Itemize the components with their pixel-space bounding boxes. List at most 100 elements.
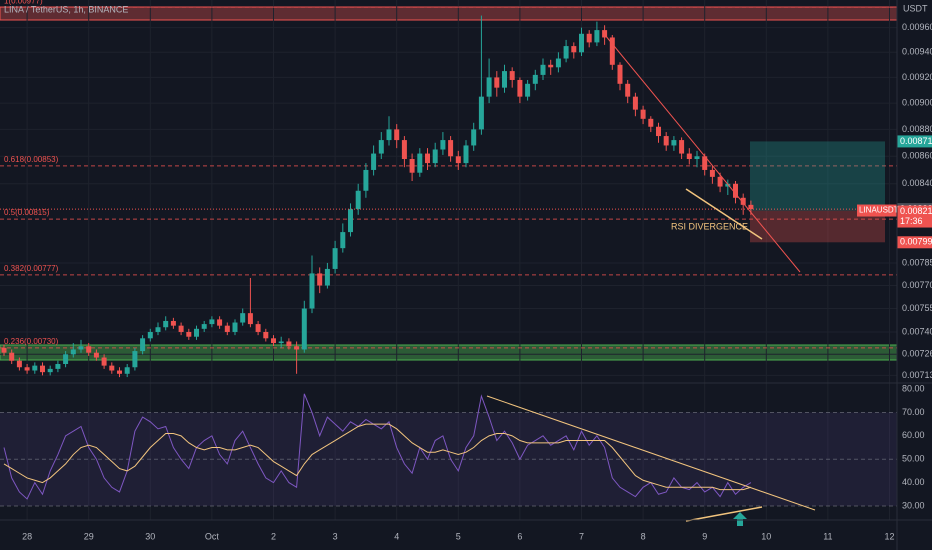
candle-body <box>201 324 207 329</box>
rsi-line <box>3 393 752 500</box>
entry-badge <box>897 205 932 228</box>
x-tick-label: Oct <box>205 531 220 541</box>
candle-body <box>602 30 608 38</box>
y-tick-label: 0.00726 <box>902 349 932 359</box>
candle-body <box>709 169 715 177</box>
candle-body <box>170 320 176 326</box>
candle-body <box>78 346 84 350</box>
x-tick-label: 9 <box>702 531 707 541</box>
countdown: 17:36 <box>900 216 923 226</box>
candle-body <box>509 71 515 80</box>
candle-body <box>209 319 215 325</box>
candle-body <box>301 308 307 350</box>
y-tick-label: 0.00900 <box>902 98 932 108</box>
rsi-tick-label: 30.00 <box>902 500 925 510</box>
arrow-icon <box>733 512 747 526</box>
candle-body <box>448 140 454 157</box>
candle-body <box>617 64 623 84</box>
candle-body <box>378 140 384 154</box>
y-tick-label: 0.00785 <box>902 257 932 267</box>
resistance-zone <box>0 6 898 21</box>
candle-body <box>694 156 700 160</box>
candle-body <box>140 338 146 352</box>
candle-body <box>486 77 492 97</box>
rsi-tick-label: 40.00 <box>902 477 925 487</box>
x-tick-label: 8 <box>641 531 646 541</box>
candle-body <box>186 331 192 337</box>
rsi-tick-label: 50.00 <box>902 454 925 464</box>
x-tick-label: 5 <box>456 531 461 541</box>
candle-body <box>40 365 45 373</box>
x-tick-label: 11 <box>823 531 832 541</box>
candle-body <box>502 71 507 88</box>
candle-body <box>109 365 115 371</box>
candle-body <box>324 268 330 286</box>
candle-body <box>594 30 600 43</box>
rsi-tick-label: 60.00 <box>902 430 925 440</box>
y-tick-label: 0.00920 <box>902 72 932 82</box>
candle-body <box>63 354 69 365</box>
candle-body <box>309 273 315 309</box>
x-tick-label: 29 <box>84 531 94 541</box>
candle-body <box>748 204 754 210</box>
candle-body <box>363 169 369 191</box>
divergence-line <box>685 188 763 240</box>
candle-body <box>224 325 230 332</box>
x-tick-label: 10 <box>761 531 771 541</box>
y-tick-label: 0.00860 <box>902 151 932 161</box>
candle-body <box>124 367 130 374</box>
candle-body <box>525 83 531 97</box>
rsi-divergence-line <box>685 506 763 522</box>
candle-body <box>740 197 746 205</box>
y-tick-label: 0.00840 <box>902 178 932 188</box>
candle-body <box>294 346 300 350</box>
x-tick-label: 28 <box>22 531 32 541</box>
chart-title: LINA / TetherUS, 1h, BINANCE <box>4 4 128 14</box>
candle-body <box>9 352 15 361</box>
stop-label: 0.00799 <box>900 237 932 247</box>
candle-body <box>733 183 738 198</box>
candle-body <box>640 109 646 119</box>
candle-body <box>271 338 276 344</box>
candle-body <box>47 368 53 373</box>
candle-body <box>86 346 92 353</box>
candle-body <box>371 153 377 170</box>
candle-body <box>686 153 692 160</box>
candle-body <box>132 351 138 368</box>
x-tick-label: 6 <box>517 531 522 541</box>
candle-body <box>425 153 430 164</box>
x-tick-label: 4 <box>394 531 399 541</box>
x-tick-label: 12 <box>884 531 894 541</box>
candle-body <box>278 341 284 344</box>
fib-label: 0.236(0.00730) <box>4 337 59 346</box>
symbol-badge <box>857 204 897 217</box>
candle-body <box>517 79 523 97</box>
candle-body <box>394 129 400 141</box>
fib-label: 0.5(0.00815) <box>4 208 50 217</box>
candle-body <box>16 360 22 368</box>
currency: USDT <box>903 3 928 13</box>
target-zone <box>750 141 885 211</box>
candle-body <box>463 145 469 164</box>
candle-body <box>255 324 261 332</box>
x-tick-label: 2 <box>271 531 276 541</box>
symbol-label: LINAUSDT <box>859 206 899 215</box>
candle-body <box>70 349 76 355</box>
candle-body <box>625 83 631 97</box>
candle-body <box>432 149 438 164</box>
candle-body <box>417 153 423 173</box>
candle-body <box>386 129 392 141</box>
entry-label: 0.00821 <box>900 206 932 216</box>
candle-body <box>471 129 477 146</box>
candle-body <box>679 140 685 154</box>
candle-body <box>717 176 723 187</box>
candle-body <box>409 159 415 173</box>
candle-body <box>579 33 584 53</box>
candle-body <box>247 313 253 325</box>
candle-body <box>286 341 292 347</box>
rsi-ma-line <box>3 423 752 491</box>
fib-label: 0.618(0.00853) <box>4 155 59 164</box>
rsi-tick-label: 70.00 <box>902 407 925 417</box>
candle-body <box>455 156 461 164</box>
